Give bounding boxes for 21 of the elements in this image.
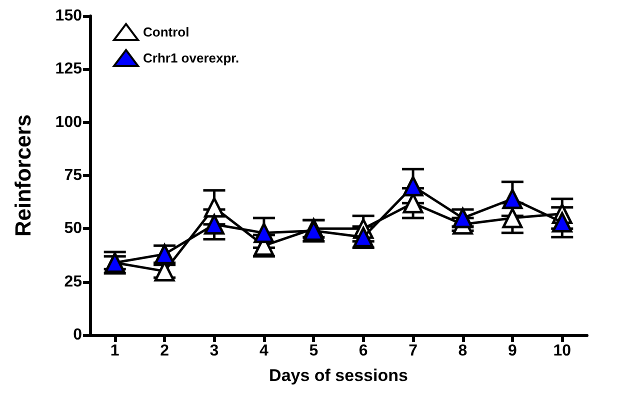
y-tick-label: 50 xyxy=(64,220,82,238)
x-tick-label: 2 xyxy=(160,342,170,360)
y-tick-label: 125 xyxy=(55,60,82,78)
y-tick-label: 0 xyxy=(73,326,82,344)
y-tick-label: 100 xyxy=(55,114,82,131)
x-tick-label: 7 xyxy=(408,342,418,360)
x-tick-label: 3 xyxy=(210,342,219,360)
x-tick-label: 8 xyxy=(458,342,468,360)
x-tick-label: 5 xyxy=(309,342,318,360)
y-tick-label: 25 xyxy=(64,273,82,290)
x-tick-label: 6 xyxy=(358,342,368,360)
legend-label: Control xyxy=(143,24,190,40)
x-tick-label: 10 xyxy=(553,342,572,360)
legend-label: Crhr1 overexpr. xyxy=(143,50,240,66)
x-tick-label: 9 xyxy=(508,342,517,360)
x-tick-label: 1 xyxy=(110,342,120,360)
x-tick-label: 4 xyxy=(259,342,268,360)
y-axis-title: Reinforcers xyxy=(10,114,36,237)
y-tick-label: 75 xyxy=(64,167,82,184)
y-tick-label: 150 xyxy=(55,8,82,24)
x-axis-title: Days of sessions xyxy=(269,366,408,385)
